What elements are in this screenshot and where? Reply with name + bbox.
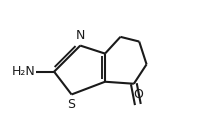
Text: H₂N: H₂N bbox=[12, 65, 35, 78]
Text: S: S bbox=[68, 98, 75, 111]
Text: O: O bbox=[133, 88, 143, 101]
Text: N: N bbox=[76, 29, 85, 42]
